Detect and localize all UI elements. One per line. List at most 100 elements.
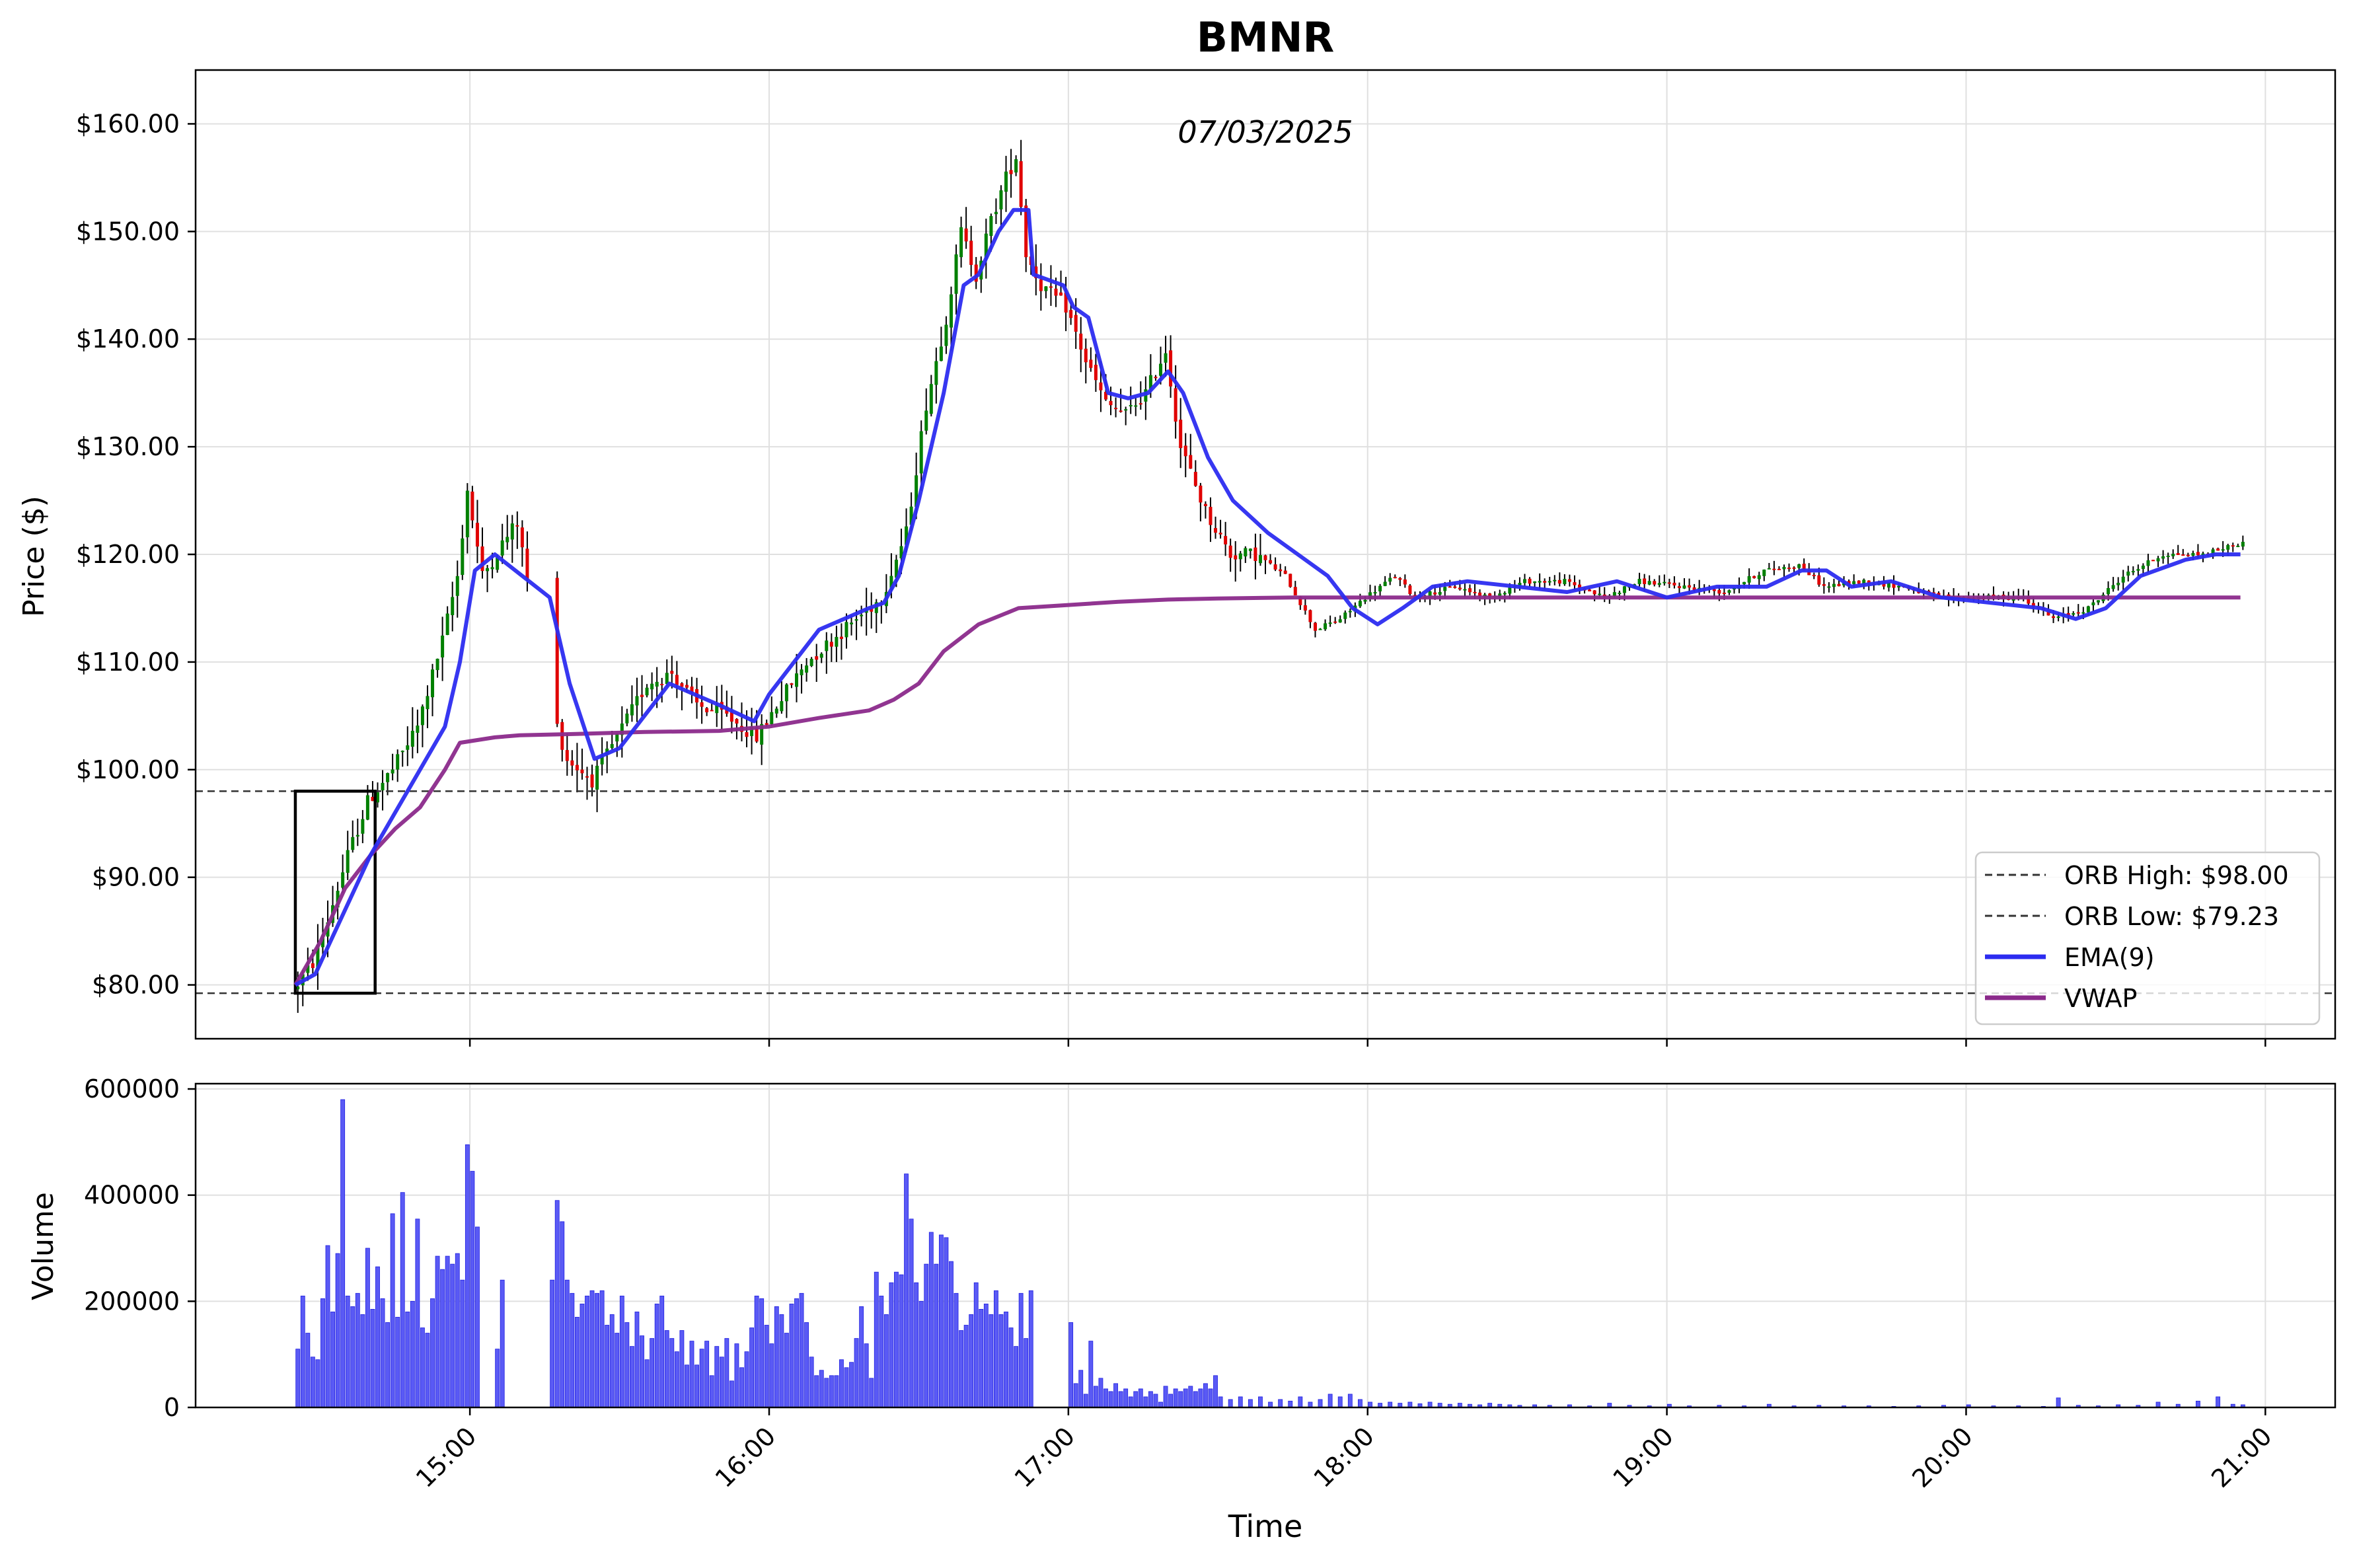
volume-bar <box>744 1351 749 1408</box>
candle-up <box>2221 549 2225 551</box>
candle-up <box>1363 599 1367 602</box>
volume-bar <box>824 1378 829 1408</box>
volume-bar <box>829 1375 834 1408</box>
candle-up <box>1388 578 1392 582</box>
candle-down <box>1688 585 1692 588</box>
price-y-tick-label: $100.00 <box>76 755 180 784</box>
candle-down <box>1303 605 1307 611</box>
vwap-line <box>293 595 2241 987</box>
candle-up <box>919 431 923 474</box>
candle-up <box>1563 579 1567 585</box>
volume-bar <box>704 1341 710 1408</box>
volume-bar <box>1213 1375 1218 1408</box>
candle-up <box>1732 588 1736 590</box>
candle-up <box>655 681 659 687</box>
candle-down <box>1193 472 1197 486</box>
volume-bar <box>450 1263 455 1408</box>
candle-down <box>1643 578 1647 584</box>
candle-down <box>735 719 739 724</box>
volume-bar <box>410 1300 415 1408</box>
candle-down <box>2216 548 2220 551</box>
volume-bar <box>1258 1396 1263 1408</box>
candle-down <box>675 675 679 685</box>
volume-bar <box>989 1314 994 1408</box>
volume-bar <box>1288 1400 1293 1408</box>
candle-up <box>2131 571 2135 573</box>
candle-up <box>465 490 469 538</box>
candle-up <box>800 669 804 675</box>
candle-down <box>1089 359 1093 368</box>
volume-bar <box>630 1346 634 1408</box>
candle-down <box>700 702 704 707</box>
candle-up <box>835 636 839 647</box>
volume-bar <box>2056 1398 2061 1408</box>
candle-up <box>1328 622 1332 624</box>
candle-down <box>555 578 559 724</box>
volume-bar <box>435 1255 440 1408</box>
volume-bar <box>998 1314 1004 1408</box>
volume-bar <box>864 1343 869 1408</box>
candle-up <box>416 726 420 733</box>
candle-down <box>1543 581 1547 583</box>
legend-label-orb-high: ORB High: $98.00 <box>2064 861 2289 890</box>
volume-bar <box>1188 1386 1193 1408</box>
candle-down <box>1712 589 1716 591</box>
volume-bar <box>390 1213 395 1408</box>
volume-bar <box>1083 1394 1088 1408</box>
candle-up <box>1522 579 1526 583</box>
candle-down <box>1752 576 1756 578</box>
volume-bar <box>500 1279 505 1408</box>
candle-down <box>1892 583 1896 588</box>
candle-down <box>1189 455 1193 469</box>
volume-bar <box>1193 1391 1198 1408</box>
volume-bar <box>350 1306 355 1408</box>
candle-up <box>2121 576 2125 583</box>
candle-down <box>1174 388 1178 422</box>
candle-up <box>854 619 858 621</box>
legend-entry-vwap: VWAP <box>1985 984 2137 1013</box>
price-y-tick-label: $80.00 <box>92 971 180 1000</box>
candle-up <box>396 754 400 770</box>
volume-bar <box>1014 1346 1019 1408</box>
candle-up <box>1004 171 1008 192</box>
candle-down <box>565 750 569 761</box>
candle-down <box>1313 622 1317 631</box>
volume-bar <box>360 1314 365 1408</box>
volume-bar <box>889 1282 894 1408</box>
candle-up <box>874 602 878 613</box>
volume-bar <box>550 1279 555 1408</box>
candle-up <box>2241 542 2245 547</box>
candle-up <box>860 615 864 616</box>
candle-down <box>1403 579 1407 585</box>
candle-up <box>1637 579 1641 584</box>
candle-down <box>1293 587 1297 596</box>
candle-up <box>899 546 903 558</box>
candle-down <box>765 723 768 725</box>
candle-up <box>750 726 754 736</box>
candle-down <box>2066 613 2070 616</box>
candle-down <box>1677 586 1681 588</box>
candle-up <box>1827 586 1831 588</box>
volume-y-tick-label: 400000 <box>84 1181 180 1210</box>
candle-down <box>1273 564 1277 570</box>
candle-down <box>1049 286 1053 288</box>
candle-down <box>1289 574 1292 587</box>
volume-bar <box>554 1200 560 1408</box>
candle-down <box>1433 592 1437 595</box>
candle-up <box>1647 581 1651 585</box>
candle-up <box>1553 579 1557 581</box>
candle-up <box>949 294 953 328</box>
candle-up <box>615 733 619 742</box>
candle-up <box>1129 405 1133 407</box>
volume-bar <box>839 1359 844 1408</box>
candle-down <box>1084 348 1088 363</box>
volume-bar <box>928 1232 934 1408</box>
candle-up <box>819 653 823 658</box>
volume-bar <box>1103 1388 1108 1408</box>
candle-up <box>1244 548 1248 557</box>
volume-bar <box>644 1359 650 1408</box>
price-y-axis: $80.00 $90.00 $100.00 $110.00 $120.00 $130.00… <box>76 109 196 1000</box>
candle-down <box>311 963 315 968</box>
candle-up <box>2116 582 2120 585</box>
candle-up <box>2156 558 2160 562</box>
